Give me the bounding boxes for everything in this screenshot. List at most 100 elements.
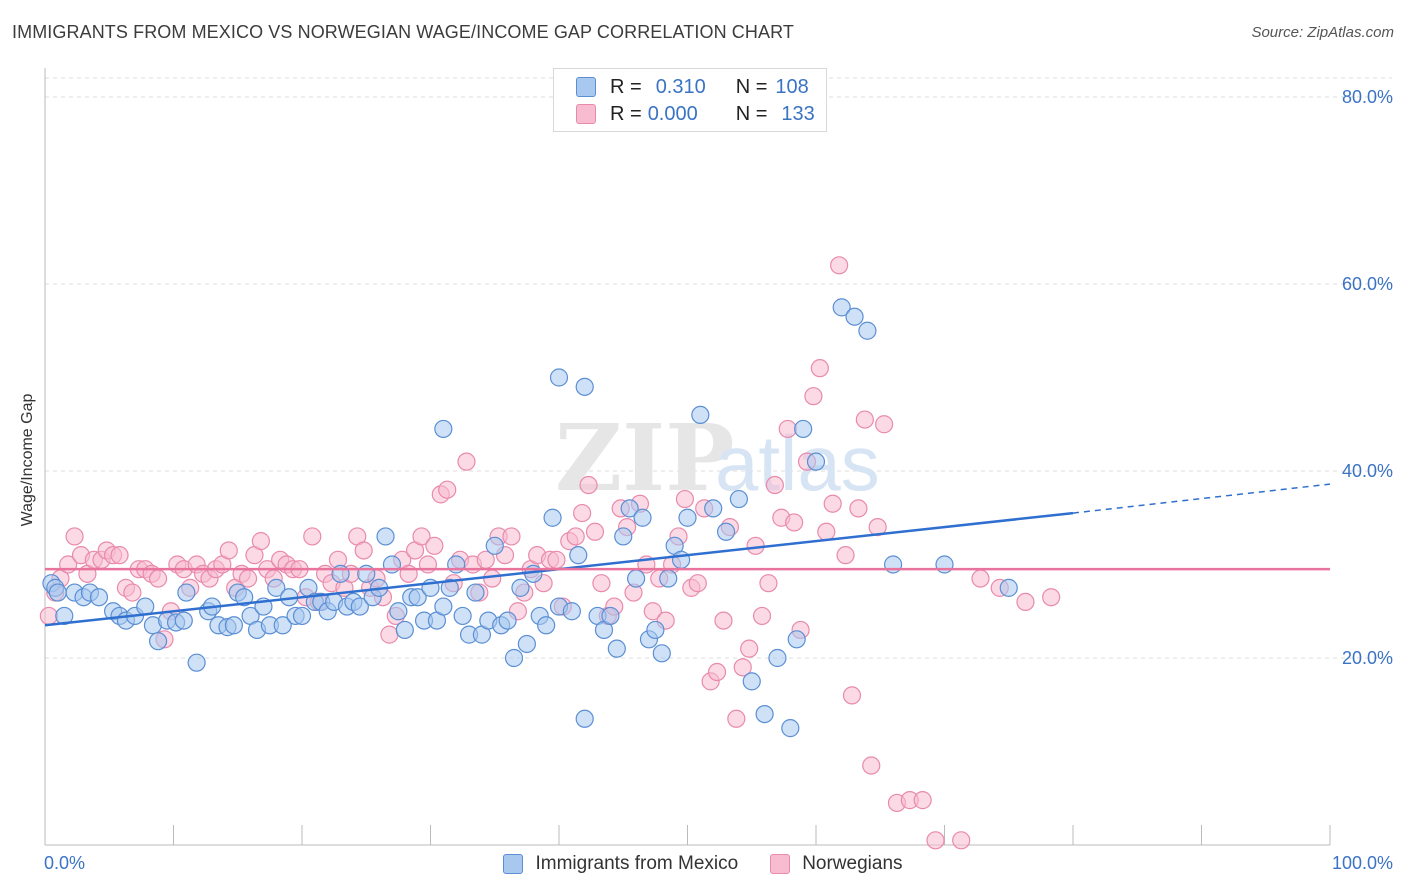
point-norwegians (849, 499, 868, 518)
point-mexico (267, 578, 286, 597)
y-tick-label: 60.0% (1342, 274, 1393, 294)
point-norwegians (354, 541, 373, 560)
point-norwegians (418, 555, 438, 574)
point-norwegians (643, 602, 662, 621)
point-mexico (999, 578, 1018, 597)
point-norwegians (778, 419, 797, 439)
point-mexico (517, 634, 536, 654)
series-swatch-norwegians (770, 854, 791, 874)
point-norwegians (547, 550, 566, 569)
point-norwegians (823, 494, 842, 513)
point-mexico (235, 588, 254, 607)
y-axis-label: Wage/Income Gap (19, 393, 36, 527)
point-norwegians (926, 831, 945, 850)
point-norwegians (952, 831, 971, 850)
point-norwegians (1042, 588, 1061, 607)
point-mexico (376, 527, 395, 546)
legend-n-label: N = (735, 75, 768, 98)
source-label: Source: ZipAtlas.com (1251, 24, 1394, 41)
point-mexico (174, 611, 193, 630)
series-label-mexico: Immigrants from Mexico (535, 853, 739, 874)
point-norwegians (579, 475, 598, 495)
point-norwegians (585, 522, 605, 541)
trend-line-mexico-extension (1072, 483, 1331, 514)
point-mexico (549, 368, 569, 387)
point-norwegians (238, 569, 258, 588)
point-norwegians (457, 452, 476, 471)
point-mexico (447, 555, 466, 574)
legend-r-label: R = (610, 75, 642, 98)
point-norwegians (752, 606, 772, 626)
point-mexico (440, 578, 459, 597)
point-norwegians (785, 513, 804, 532)
point-mexico (562, 602, 581, 621)
legend-n-value: 133 (781, 102, 815, 125)
point-norwegians (765, 475, 784, 495)
point-norwegians (412, 527, 431, 546)
point-mexico (755, 704, 774, 724)
point-norwegians (483, 569, 502, 588)
point-norwegians (65, 527, 84, 546)
point-norwegians (303, 527, 322, 546)
point-mexico (485, 536, 504, 555)
point-mexico (935, 555, 954, 574)
point-mexico (620, 499, 639, 518)
point-mexico (858, 321, 877, 340)
point-norwegians (39, 606, 58, 626)
point-norwegians (817, 522, 836, 541)
point-mexico (382, 555, 402, 574)
point-mexico (832, 298, 851, 317)
point-norwegians (746, 536, 765, 555)
point-mexico (331, 564, 350, 583)
point-mexico (768, 648, 787, 668)
point-norwegians (810, 359, 829, 378)
point-mexico (511, 578, 530, 597)
point-mexico (408, 588, 427, 607)
point-norwegians (123, 583, 142, 602)
point-norwegians (714, 611, 733, 630)
legend-r-value: 0.000 (647, 102, 698, 125)
point-norwegians (380, 625, 399, 644)
point-mexico (678, 508, 697, 527)
point-mexico (292, 606, 312, 626)
legend-n-value: 108 (775, 75, 809, 98)
x-tick-label: 100.0% (1332, 853, 1393, 873)
point-norwegians (875, 415, 894, 434)
point-norwegians (836, 546, 855, 565)
point-mexico (845, 307, 864, 326)
point-mexico (652, 644, 671, 663)
point-mexico (224, 616, 243, 635)
point-mexico (742, 672, 761, 691)
point-mexico (89, 588, 109, 607)
point-norwegians (913, 791, 932, 810)
point-norwegians (219, 541, 238, 560)
legend-row-mexico: R = 0.310 N = 108 (576, 75, 809, 99)
point-mexico (148, 632, 168, 651)
point-norwegians (425, 536, 444, 555)
point-mexico (575, 709, 594, 728)
series-label-norwegians: Norwegians (802, 853, 903, 874)
point-norwegians (830, 256, 849, 275)
point-mexico (806, 452, 826, 471)
point-mexico (646, 620, 665, 640)
legend-swatch-norwegians (576, 104, 596, 124)
point-mexico (614, 527, 633, 546)
point-mexico (537, 616, 556, 635)
legend-n-label: N = (735, 102, 768, 125)
point-mexico (781, 719, 800, 738)
legend-r-value: 0.310 (655, 75, 706, 98)
point-norwegians (759, 574, 778, 593)
point-norwegians (110, 546, 129, 565)
point-mexico (48, 583, 67, 602)
point-mexico (187, 653, 206, 672)
point-norwegians (842, 686, 862, 705)
point-mexico (389, 602, 408, 621)
point-norwegians (707, 662, 727, 682)
point-mexico (177, 583, 196, 602)
point-norwegians (740, 639, 759, 658)
point-norwegians (971, 569, 990, 588)
point-mexico (357, 564, 376, 583)
series-legend-mexico: Immigrants from Mexico (503, 853, 738, 875)
point-mexico (716, 522, 736, 541)
